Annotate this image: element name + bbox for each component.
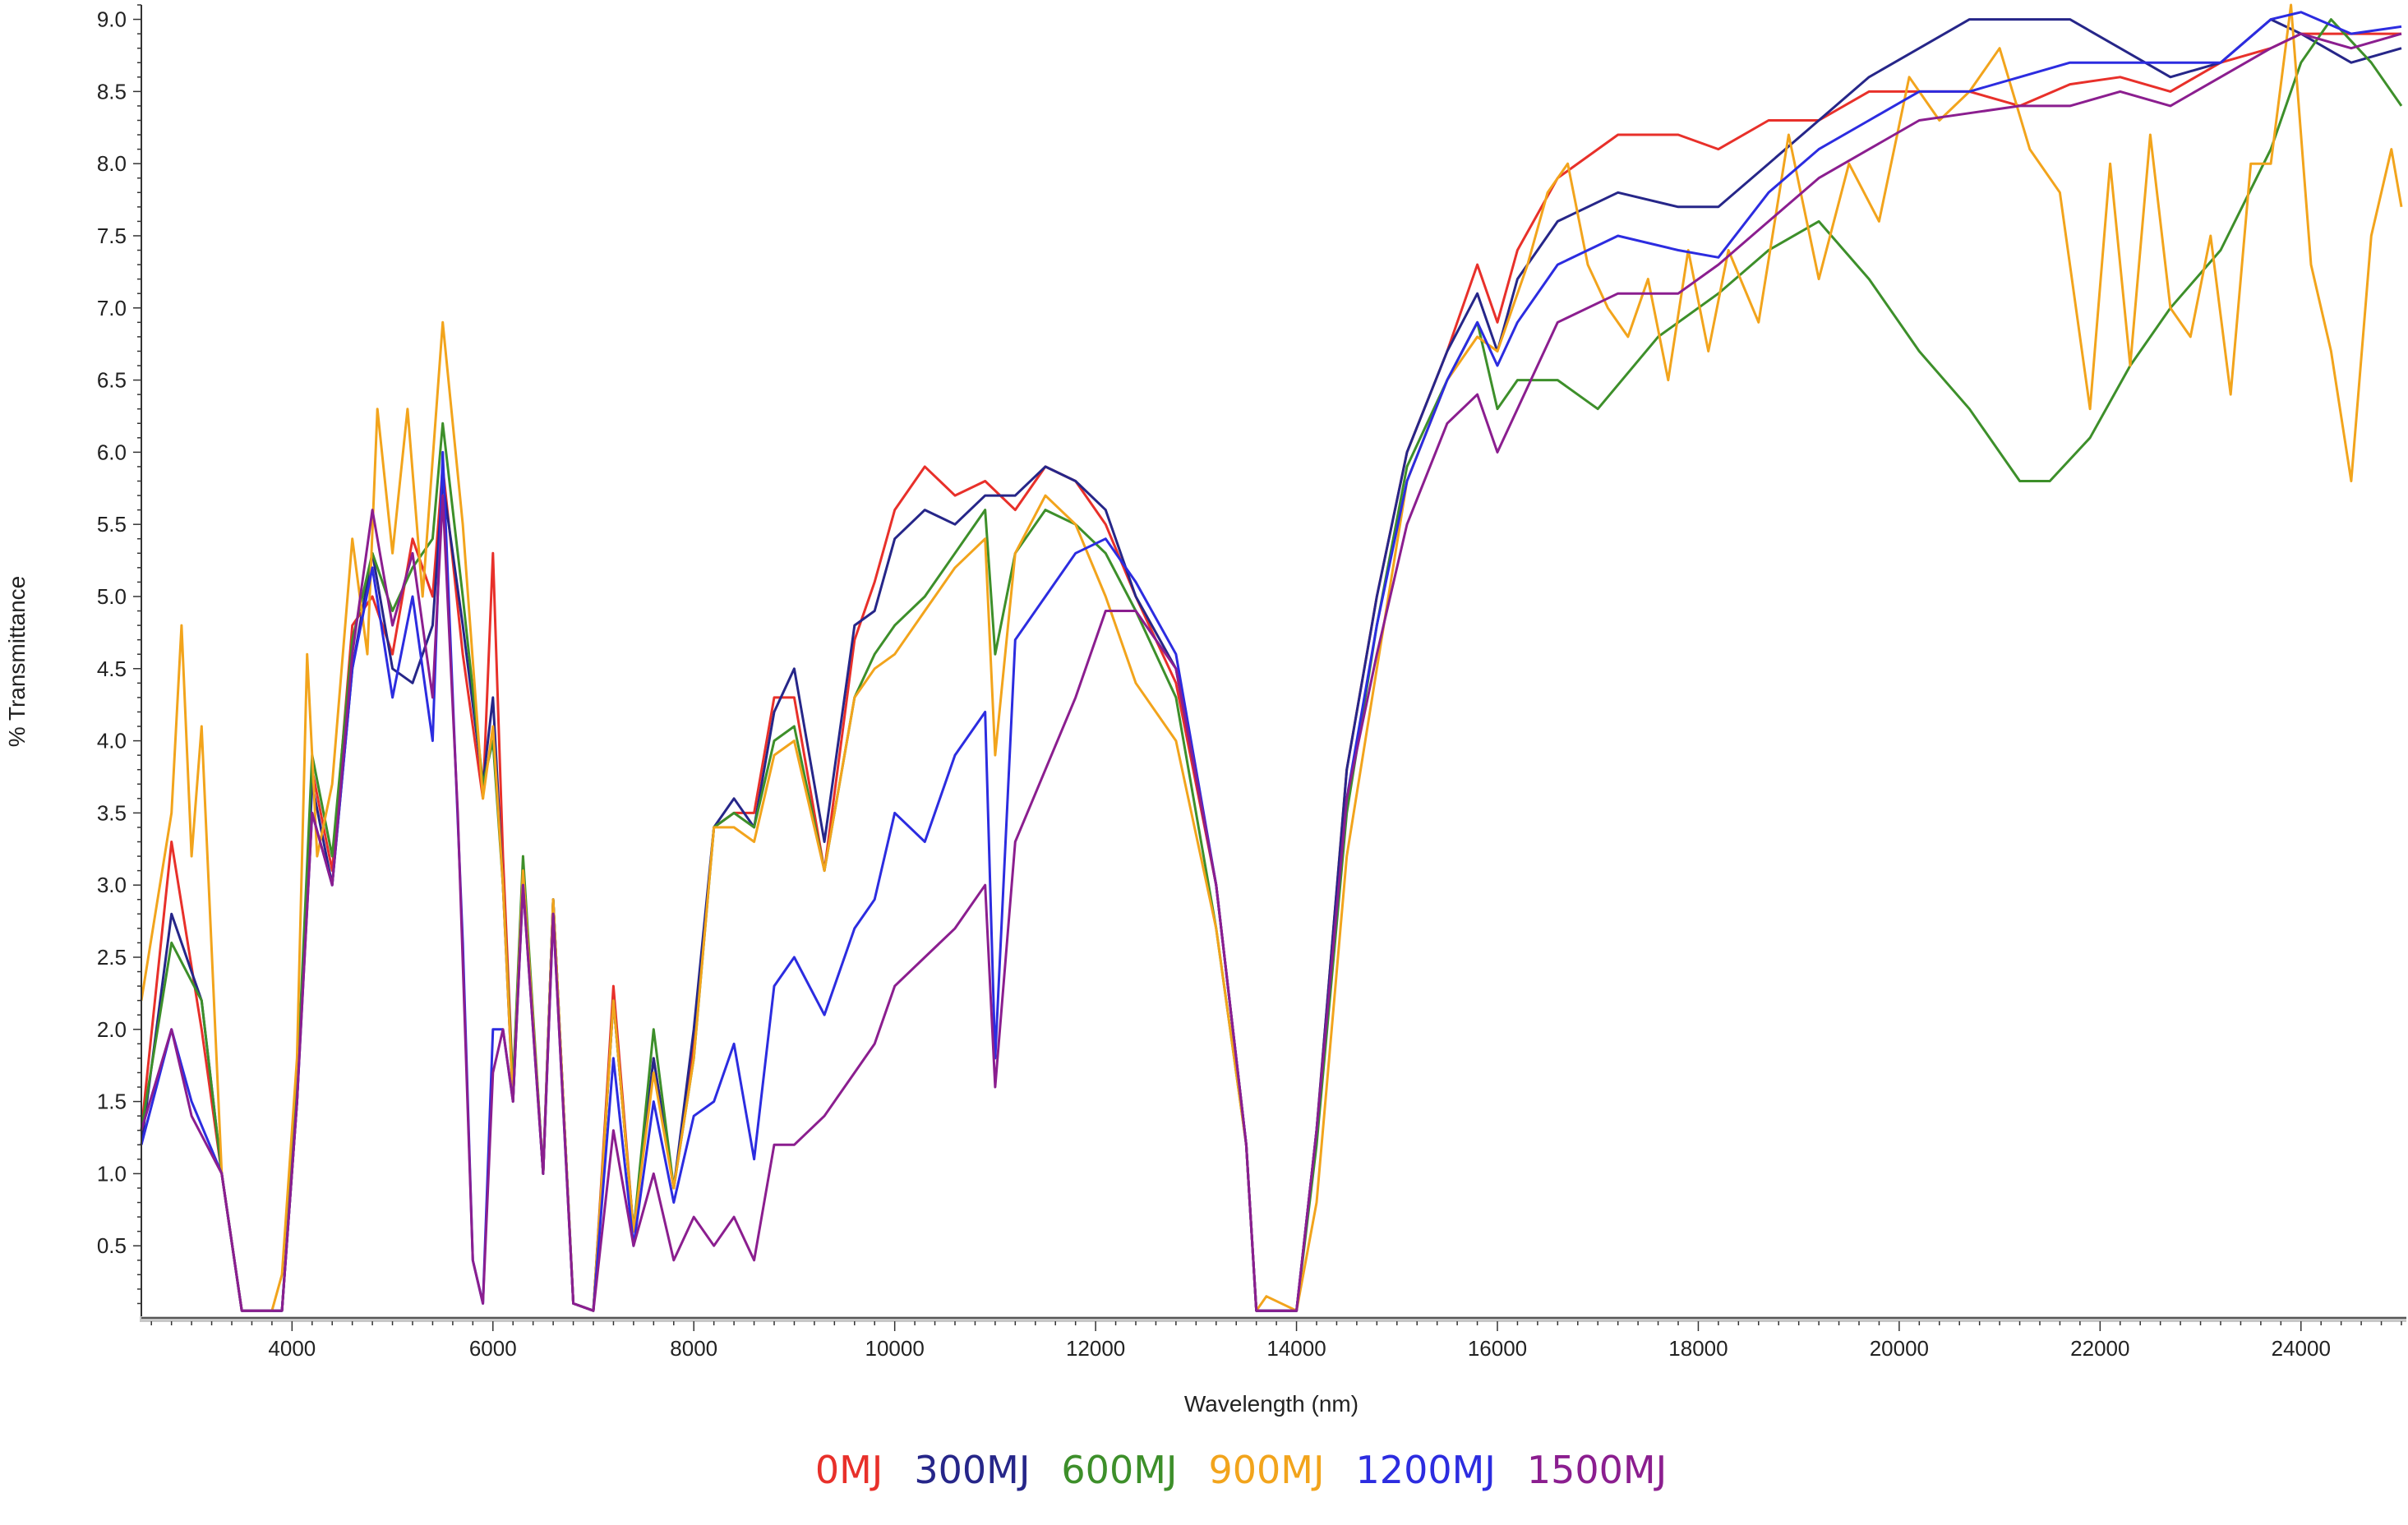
series-line-0MJ bbox=[140, 32, 2401, 1312]
x-tick-label: 22000 bbox=[2070, 1336, 2129, 1361]
series-line-1200MJ bbox=[140, 11, 2402, 1312]
y-axis-title: % Transmittance bbox=[4, 576, 30, 748]
x-tick-label: 10000 bbox=[865, 1336, 925, 1361]
y-tick-label: 4.5 bbox=[97, 657, 127, 681]
x-tick-label: 24000 bbox=[2272, 1336, 2331, 1361]
y-tick-label: 7.5 bbox=[97, 223, 127, 248]
legend-entry-1500MJ: 1500MJ bbox=[1527, 1448, 1667, 1492]
x-tick-label: 12000 bbox=[1066, 1336, 1125, 1361]
x-tick-label: 14000 bbox=[1266, 1336, 1326, 1361]
y-tick-label: 9.0 bbox=[97, 7, 127, 32]
legend-entry-0MJ: 0MJ bbox=[815, 1448, 883, 1492]
y-tick-label: 2.0 bbox=[97, 1017, 127, 1042]
y-tick-label: 1.0 bbox=[97, 1161, 127, 1186]
y-tick-label: 5.0 bbox=[97, 584, 127, 609]
x-tick-label: 20000 bbox=[1870, 1336, 1929, 1361]
legend-entry-600MJ: 600MJ bbox=[1061, 1448, 1177, 1492]
series-line-1500MJ bbox=[140, 32, 2402, 1312]
legend-entry-1200MJ: 1200MJ bbox=[1356, 1448, 1496, 1492]
legend-entry-900MJ: 900MJ bbox=[1208, 1448, 1324, 1492]
x-tick-label: 16000 bbox=[1468, 1336, 1527, 1361]
x-axis-title: Wavelength (nm) bbox=[1184, 1391, 1359, 1417]
x-tick-label: 6000 bbox=[469, 1336, 517, 1361]
y-tick-label: 0.5 bbox=[97, 1233, 127, 1258]
y-tick-label: 4.0 bbox=[97, 729, 127, 753]
series-line-600MJ bbox=[140, 18, 2403, 1312]
y-tick-label: 2.5 bbox=[97, 945, 127, 970]
y-tick-label: 3.5 bbox=[97, 800, 127, 825]
x-tick-label: 4000 bbox=[268, 1336, 316, 1361]
legend-entry-300MJ: 300MJ bbox=[914, 1448, 1030, 1492]
y-tick-label: 8.5 bbox=[97, 79, 127, 104]
y-tick-label: 1.5 bbox=[97, 1090, 127, 1114]
legend: 0MJ 300MJ 600MJ 900MJ 1200MJ 1500MJ bbox=[815, 1448, 1667, 1492]
series-line-300MJ bbox=[140, 18, 2402, 1312]
x-tick-label: 8000 bbox=[670, 1336, 717, 1361]
series-layer bbox=[140, 3, 2403, 1312]
series-line-900MJ bbox=[140, 3, 2403, 1312]
y-tick-label: 3.0 bbox=[97, 873, 127, 897]
x-axis-bar bbox=[140, 1316, 2406, 1322]
x-tick-label: 18000 bbox=[1668, 1336, 1728, 1361]
y-tick-label: 8.0 bbox=[97, 151, 127, 176]
y-tick-label: 6.5 bbox=[97, 368, 127, 393]
y-tick-label: 7.0 bbox=[97, 296, 127, 320]
y-tick-label: 6.0 bbox=[97, 440, 127, 464]
axes-layer: 4000 6000 8000 10000 12000 14000 16000 18000 200… bbox=[97, 4, 2406, 1361]
y-tick-label: 5.5 bbox=[97, 512, 127, 537]
